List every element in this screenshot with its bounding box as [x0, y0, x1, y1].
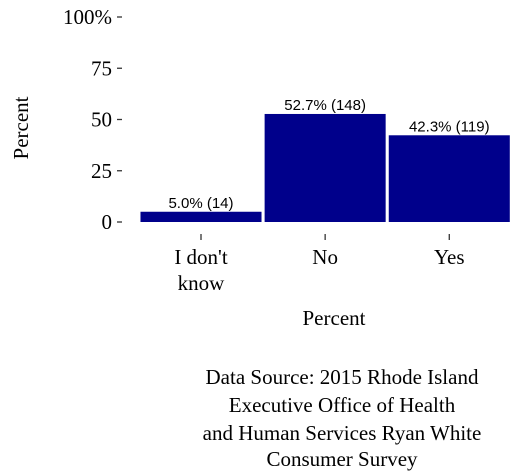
data-label: 42.3% (119)	[409, 118, 490, 135]
caption-line-2: Executive Office of Health	[229, 393, 456, 417]
bar	[388, 135, 510, 222]
x-axis-title: Percent	[303, 306, 366, 330]
y-tick-label: 0	[102, 210, 113, 234]
data-label: 52.7% (148)	[284, 97, 366, 114]
bar	[264, 113, 386, 222]
y-tick-label: 50	[91, 108, 112, 132]
x-tick-label: Yes	[434, 245, 465, 269]
y-tick-label: 75	[91, 56, 112, 80]
data-labels: 5.0% (14) 52.7% (148) 42.3% (119)	[168, 97, 489, 212]
x-axis: I don't know No Yes	[174, 234, 465, 295]
caption-line-4: Consumer Survey	[266, 447, 418, 471]
data-label: 5.0% (14)	[168, 195, 233, 212]
y-tick-label: 100%	[63, 5, 112, 29]
caption: Data Source: 2015 Rhode Island Executive…	[203, 365, 482, 471]
x-tick-label: I don't know	[174, 245, 228, 295]
caption-line-1: Data Source: 2015 Rhode Island	[206, 365, 479, 389]
bars	[140, 113, 510, 222]
y-axis: 0 25 50 75 100%	[63, 5, 122, 234]
x-tick-label: No	[312, 245, 338, 269]
bar	[140, 211, 262, 222]
y-tick-label: 25	[91, 159, 112, 183]
caption-line-3: and Human Services Ryan White	[203, 421, 482, 445]
y-axis-title: Percent	[9, 96, 33, 159]
